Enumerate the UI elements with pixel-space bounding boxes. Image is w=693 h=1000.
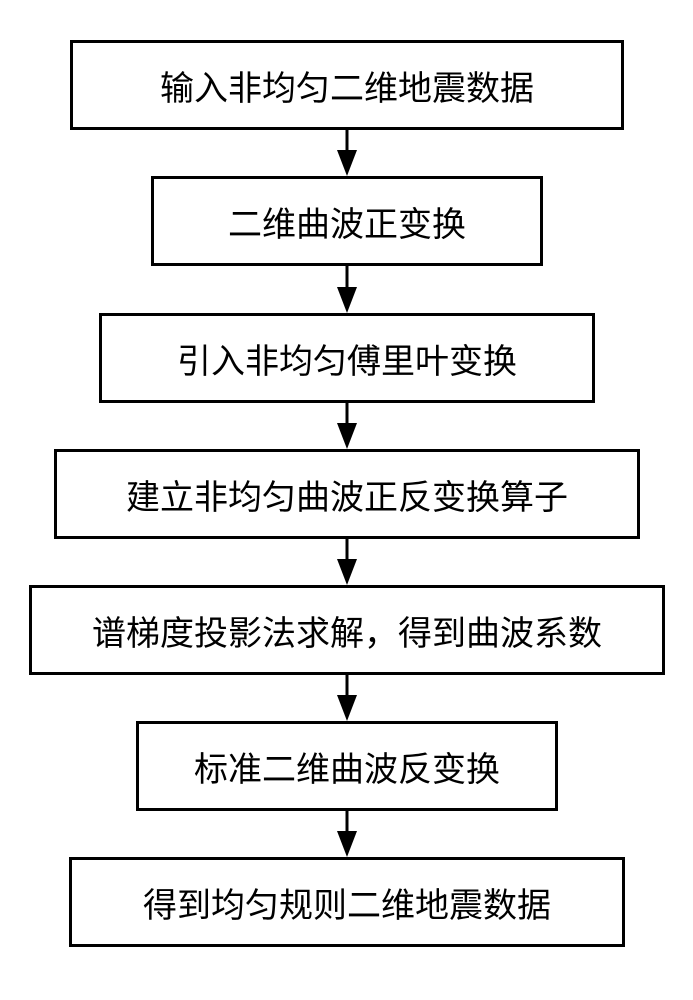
flow-node-label: 引入非均匀傅里叶变换 xyxy=(177,334,517,383)
flow-node-label: 得到均匀规则二维地震数据 xyxy=(143,878,551,927)
flow-node-label: 输入非均匀二维地震数据 xyxy=(160,61,534,110)
flow-node-n7: 得到均匀规则二维地震数据 xyxy=(69,857,625,947)
flow-node-n6: 标准二维曲波反变换 xyxy=(136,721,558,811)
flow-node-n4: 建立非均匀曲波正反变换算子 xyxy=(54,449,640,539)
flow-node-n3: 引入非均匀傅里叶变换 xyxy=(99,313,595,403)
flow-node-label: 谱梯度投影法求解，得到曲波系数 xyxy=(92,606,602,655)
flow-node-label: 建立非均匀曲波正反变换算子 xyxy=(126,470,568,519)
flow-node-n1: 输入非均匀二维地震数据 xyxy=(70,40,624,130)
flow-node-n5: 谱梯度投影法求解，得到曲波系数 xyxy=(29,585,665,675)
flow-node-label: 标准二维曲波反变换 xyxy=(194,742,500,791)
flow-node-label: 二维曲波正变换 xyxy=(228,197,466,246)
flow-node-n2: 二维曲波正变换 xyxy=(151,176,543,266)
flowchart-canvas: 输入非均匀二维地震数据二维曲波正变换引入非均匀傅里叶变换建立非均匀曲波正反变换算… xyxy=(0,0,693,1000)
